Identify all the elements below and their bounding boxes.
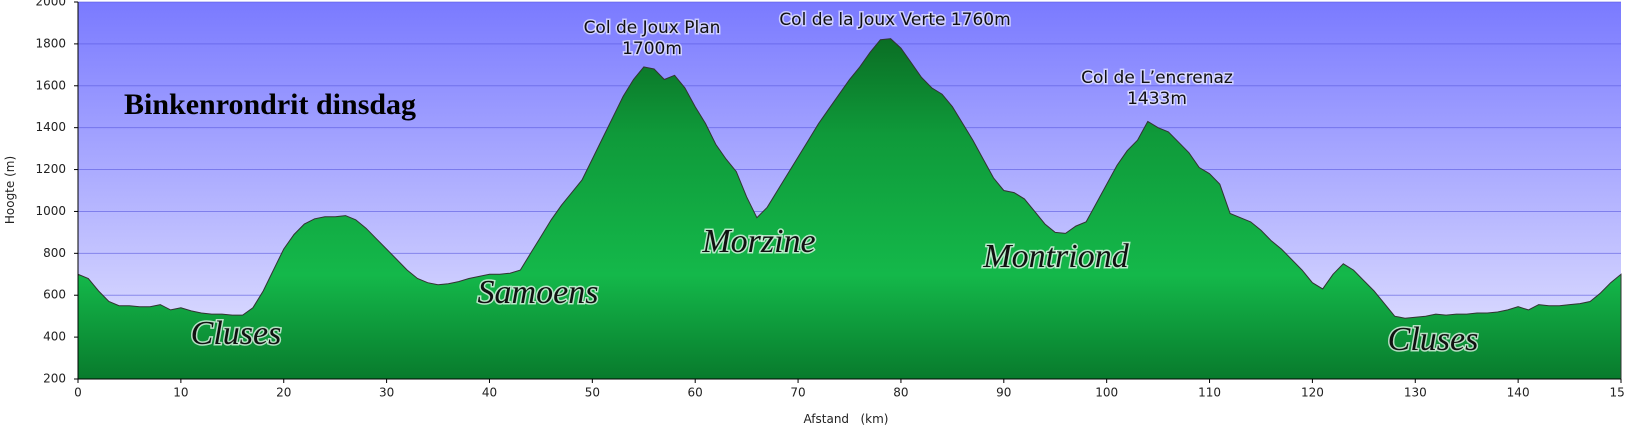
place-label: Cluses xyxy=(1388,321,1479,358)
pass-label: Col de L’encrenaz xyxy=(1081,68,1233,88)
x-tick-label: 130 xyxy=(1404,386,1427,400)
elevation-area xyxy=(77,38,1622,380)
x-axis-label: Afstand (km) xyxy=(804,412,889,426)
x-tick-label: 60 xyxy=(688,386,703,400)
x-tick-label: 140 xyxy=(1507,386,1530,400)
x-tick-label: 50 xyxy=(585,386,600,400)
place-label: Cluses xyxy=(191,315,282,352)
pass-label: Col de la Joux Verte 1760m xyxy=(779,10,1010,30)
y-tick-label: 800 xyxy=(43,246,66,260)
y-tick-label: 1200 xyxy=(35,162,66,176)
x-tick-label: 40 xyxy=(482,386,497,400)
x-tick-label: 20 xyxy=(276,386,291,400)
x-tick-label: 150 xyxy=(1610,386,1625,400)
y-tick-label: 1800 xyxy=(35,36,66,50)
x-tick-label: 10 xyxy=(173,386,188,400)
y-tick-label: 400 xyxy=(43,330,66,344)
place-label: Morzine xyxy=(701,223,815,260)
x-tick-label: 70 xyxy=(790,386,805,400)
y-tick-label: 200 xyxy=(43,372,66,386)
pass-label: 1700m xyxy=(622,39,682,59)
y-tick-label: 600 xyxy=(43,288,66,302)
x-tick-label: 100 xyxy=(1095,386,1118,400)
x-tick-label: 110 xyxy=(1198,386,1221,400)
place-label: Montriond xyxy=(982,238,1129,275)
y-axis-label: Hoogte (m) xyxy=(3,156,17,224)
x-tick-label: 80 xyxy=(893,386,908,400)
pass-label: 1433m xyxy=(1127,89,1187,109)
y-tick-label: 1000 xyxy=(35,204,66,218)
pass-label: Col de Joux Plan xyxy=(584,18,721,38)
x-tick-label: 90 xyxy=(996,386,1011,400)
y-tick-label: 1400 xyxy=(35,120,66,134)
y-tick-label: 2000 xyxy=(35,0,66,9)
x-tick-label: 120 xyxy=(1301,386,1324,400)
place-label: Samoens xyxy=(478,274,599,311)
y-tick-label: 1600 xyxy=(35,78,66,92)
chart-title: Binkenrondrit dinsdag xyxy=(124,88,416,121)
x-tick-label: 30 xyxy=(379,386,394,400)
x-tick-label: 0 xyxy=(74,386,82,400)
